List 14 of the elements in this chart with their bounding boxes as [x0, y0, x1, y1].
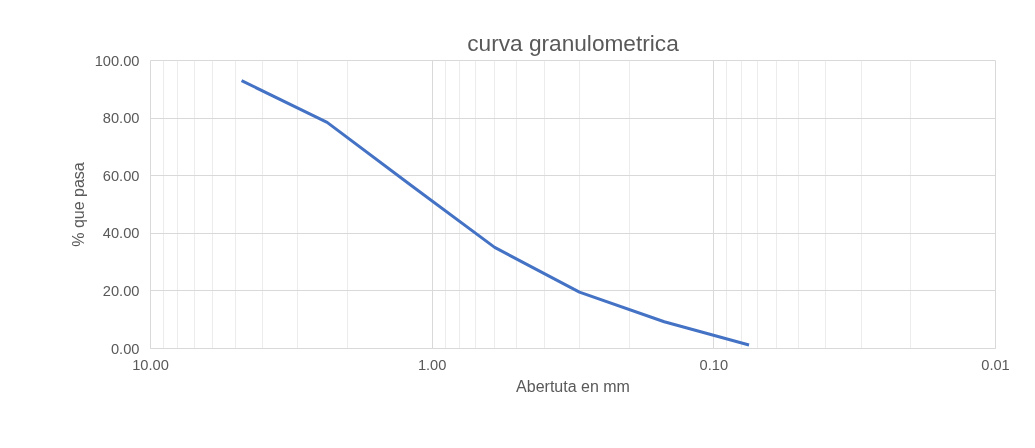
y-tick-label: 20.00	[102, 282, 140, 299]
y-tick-label: 40.00	[102, 225, 140, 242]
y-tick-label: 100.00	[94, 52, 140, 69]
x-axis-title: Abertuta en mm	[516, 377, 630, 395]
chart-title: curva granulometrica	[467, 29, 680, 56]
y-tick-label: 0.00	[110, 340, 140, 357]
x-tick-label: 0.01	[981, 356, 1010, 373]
x-tick-label: 0.10	[699, 356, 729, 373]
x-tick-label: 10.00	[132, 356, 169, 373]
y-axis-title: % que pasa	[69, 162, 87, 247]
x-tick-label: 1.00	[417, 356, 447, 373]
y-tick-label: 60.00	[102, 167, 140, 184]
y-tick-label: 80.00	[102, 110, 140, 127]
line-series	[240, 79, 751, 347]
